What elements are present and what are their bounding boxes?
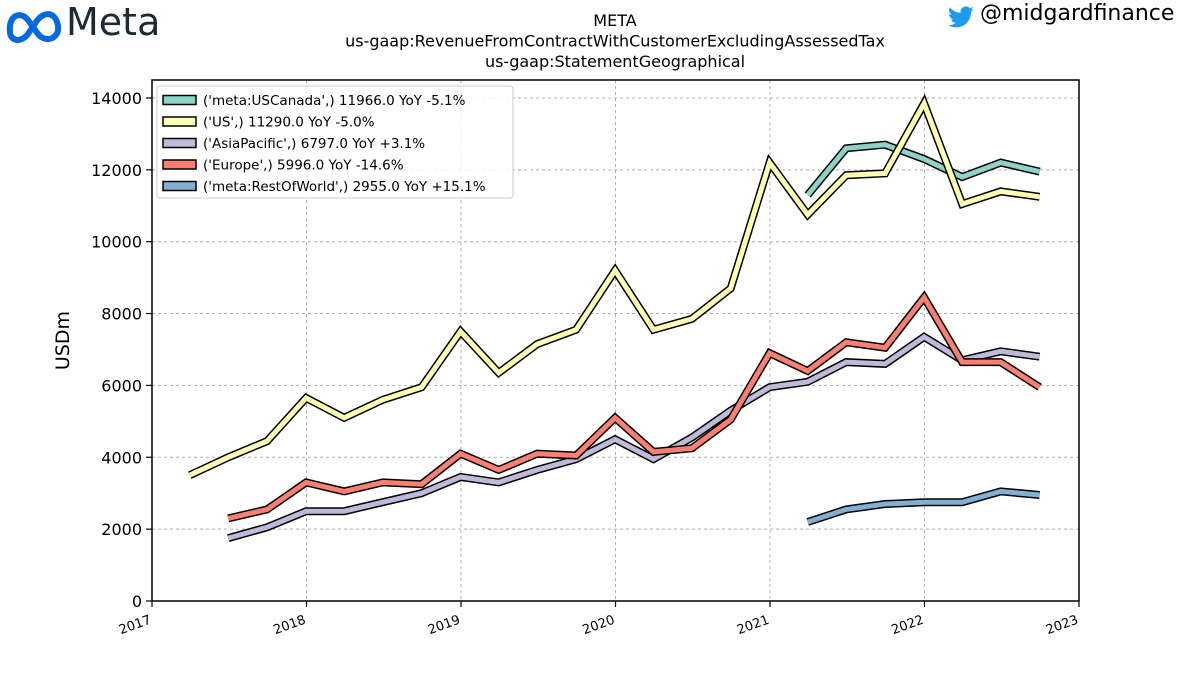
series-line bbox=[227, 332, 1041, 542]
chart-title-line: META bbox=[593, 11, 636, 30]
twitter-bird-icon bbox=[948, 6, 974, 28]
legend-entry: ('meta:RestOfWorld',) 2955.0 YoY +15.1% bbox=[203, 179, 486, 195]
twitter-handle: @midgardfinance bbox=[946, 1, 1174, 33]
legend-swatch bbox=[162, 94, 197, 106]
series-line-fill bbox=[806, 488, 1040, 525]
legend-entry: ('US',) 11290.0 YoY -5.0% bbox=[203, 115, 375, 131]
x-tick-label: 2017 bbox=[117, 613, 153, 638]
y-tick-label: 0 bbox=[132, 592, 142, 611]
series-line-fill bbox=[188, 97, 1040, 478]
legend-entry: ('Europe',) 5996.0 YoY -14.6% bbox=[203, 158, 404, 174]
y-axis-ticks: 0 2000 4000 6000 8000 10000 12000 14000 bbox=[91, 89, 152, 611]
series-line-fill bbox=[805, 142, 1041, 197]
x-axis-ticks: 2017 2018 2019 2020 2021 2022 2023 bbox=[117, 601, 1080, 638]
y-tick-label: 12000 bbox=[91, 161, 142, 180]
x-tick-label: 2021 bbox=[735, 613, 771, 638]
legend-swatch bbox=[162, 159, 197, 170]
legend-swatch bbox=[162, 116, 197, 127]
series-line bbox=[804, 140, 1041, 198]
x-tick-label: 2022 bbox=[890, 613, 926, 638]
legend-swatch bbox=[162, 137, 197, 149]
chart-title-line: us-gaap:RevenueFromContractWithCustomerE… bbox=[345, 32, 885, 51]
series-line bbox=[188, 93, 1041, 479]
series-line bbox=[227, 290, 1042, 523]
y-tick-label: 6000 bbox=[101, 376, 142, 395]
series-lines bbox=[188, 93, 1042, 542]
twitter-handle-text: @midgardfinance bbox=[980, 1, 1175, 26]
series-line-fill bbox=[227, 333, 1040, 541]
meta-logo: Meta bbox=[4, 0, 194, 46]
meta-infinity-icon bbox=[6, 11, 62, 43]
chart-title-line: us-gaap:StatementGeographical bbox=[485, 52, 745, 71]
series-line-outline bbox=[806, 487, 1040, 526]
y-tick-label: 14000 bbox=[91, 89, 142, 108]
series-line-outline bbox=[227, 290, 1042, 523]
y-axis-label: USDm bbox=[52, 311, 74, 370]
legend-box bbox=[156, 85, 514, 199]
legend-entry: ('AsiaPacific',) 6797.0 YoY +3.1% bbox=[203, 136, 425, 152]
y-tick-label: 2000 bbox=[101, 520, 142, 539]
x-tick-label: 2018 bbox=[272, 613, 308, 638]
x-tick-label: 2023 bbox=[1044, 613, 1080, 638]
chart-title: META us-gaap:RevenueFromContractWithCusto… bbox=[345, 11, 885, 71]
x-tick-label: 2020 bbox=[581, 613, 617, 638]
legend: ('meta:USCanada',) 11966.0 YoY -5.1% ('US… bbox=[156, 85, 514, 199]
y-tick-label: 10000 bbox=[91, 233, 142, 252]
series-line bbox=[806, 487, 1040, 526]
y-tick-label: 8000 bbox=[101, 305, 142, 324]
y-tick-label: 4000 bbox=[101, 448, 142, 467]
meta-logo-text: Meta bbox=[66, 0, 161, 44]
legend-entry: ('meta:USCanada',) 11966.0 YoY -5.1% bbox=[203, 93, 466, 109]
series-line-fill bbox=[227, 292, 1041, 521]
x-tick-label: 2019 bbox=[426, 613, 462, 638]
legend-swatch bbox=[162, 180, 197, 192]
